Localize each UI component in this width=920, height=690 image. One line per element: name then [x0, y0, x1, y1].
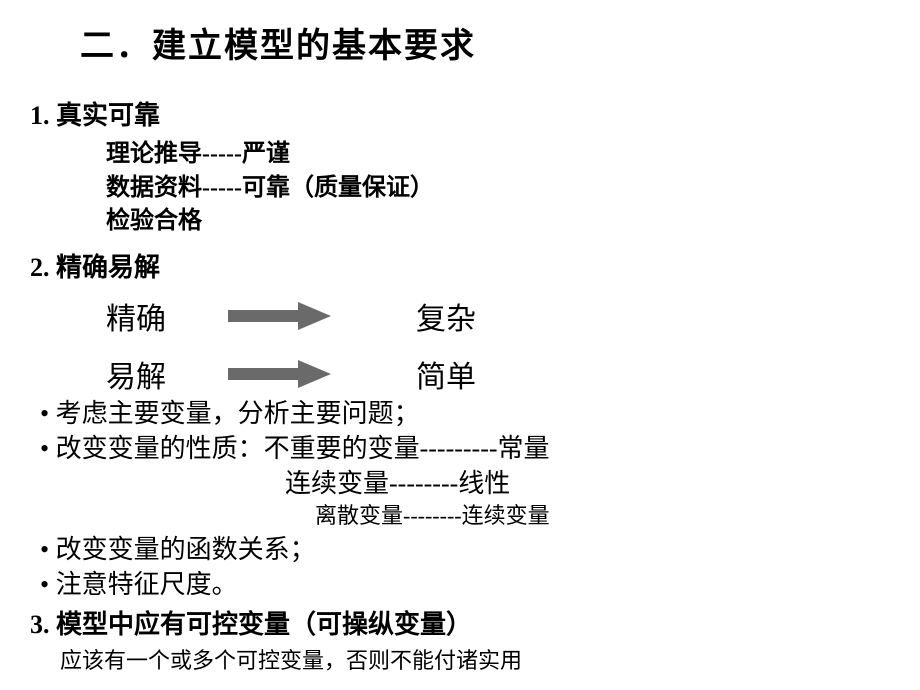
arrow-1-left: 精确 [106, 294, 226, 338]
section-1-line-3: 检验合格 [106, 205, 890, 239]
section-1-line-2: 数据资料-----可靠（质量保证） [106, 172, 890, 206]
section-1-head: 1. 真实可靠 [30, 95, 890, 132]
arrow-1-right: 复杂 [416, 294, 476, 338]
arrow-2-left: 易解 [106, 352, 226, 396]
section-2-head: 2. 精确易解 [30, 247, 890, 284]
indent-line-2: 离散变量--------连续变量 [315, 501, 890, 532]
arrow-2-right: 简单 [416, 352, 476, 396]
right-arrow-icon [226, 358, 336, 390]
section-1-line-1: 理论推导-----严谨 [106, 138, 890, 172]
section-3-head: 3. 模型中应有可控变量（可操纵变量） [30, 604, 890, 641]
bullet-1: 考虑主要变量，分析主要问题； [40, 396, 890, 431]
bullet-4: 注意特征尺度。 [40, 567, 890, 602]
arrow-row-1: 精确 复杂 [106, 294, 890, 338]
slide-content: 二．建立模型的基本要求 1. 真实可靠 理论推导-----严谨 数据资料----… [0, 0, 920, 675]
section-3-note: 应该有一个或多个可控变量，否则不能付诸实用 [60, 643, 890, 675]
right-arrow-icon [226, 300, 336, 332]
bullet-2: 改变变量的性质：不重要的变量---------常量 [40, 431, 890, 466]
arrow-row-2: 易解 简单 [106, 352, 890, 396]
bullet-3: 改变变量的函数关系； [40, 532, 890, 567]
slide-title: 二．建立模型的基本要求 [80, 18, 890, 67]
indent-line-1: 连续变量--------线性 [285, 466, 890, 501]
